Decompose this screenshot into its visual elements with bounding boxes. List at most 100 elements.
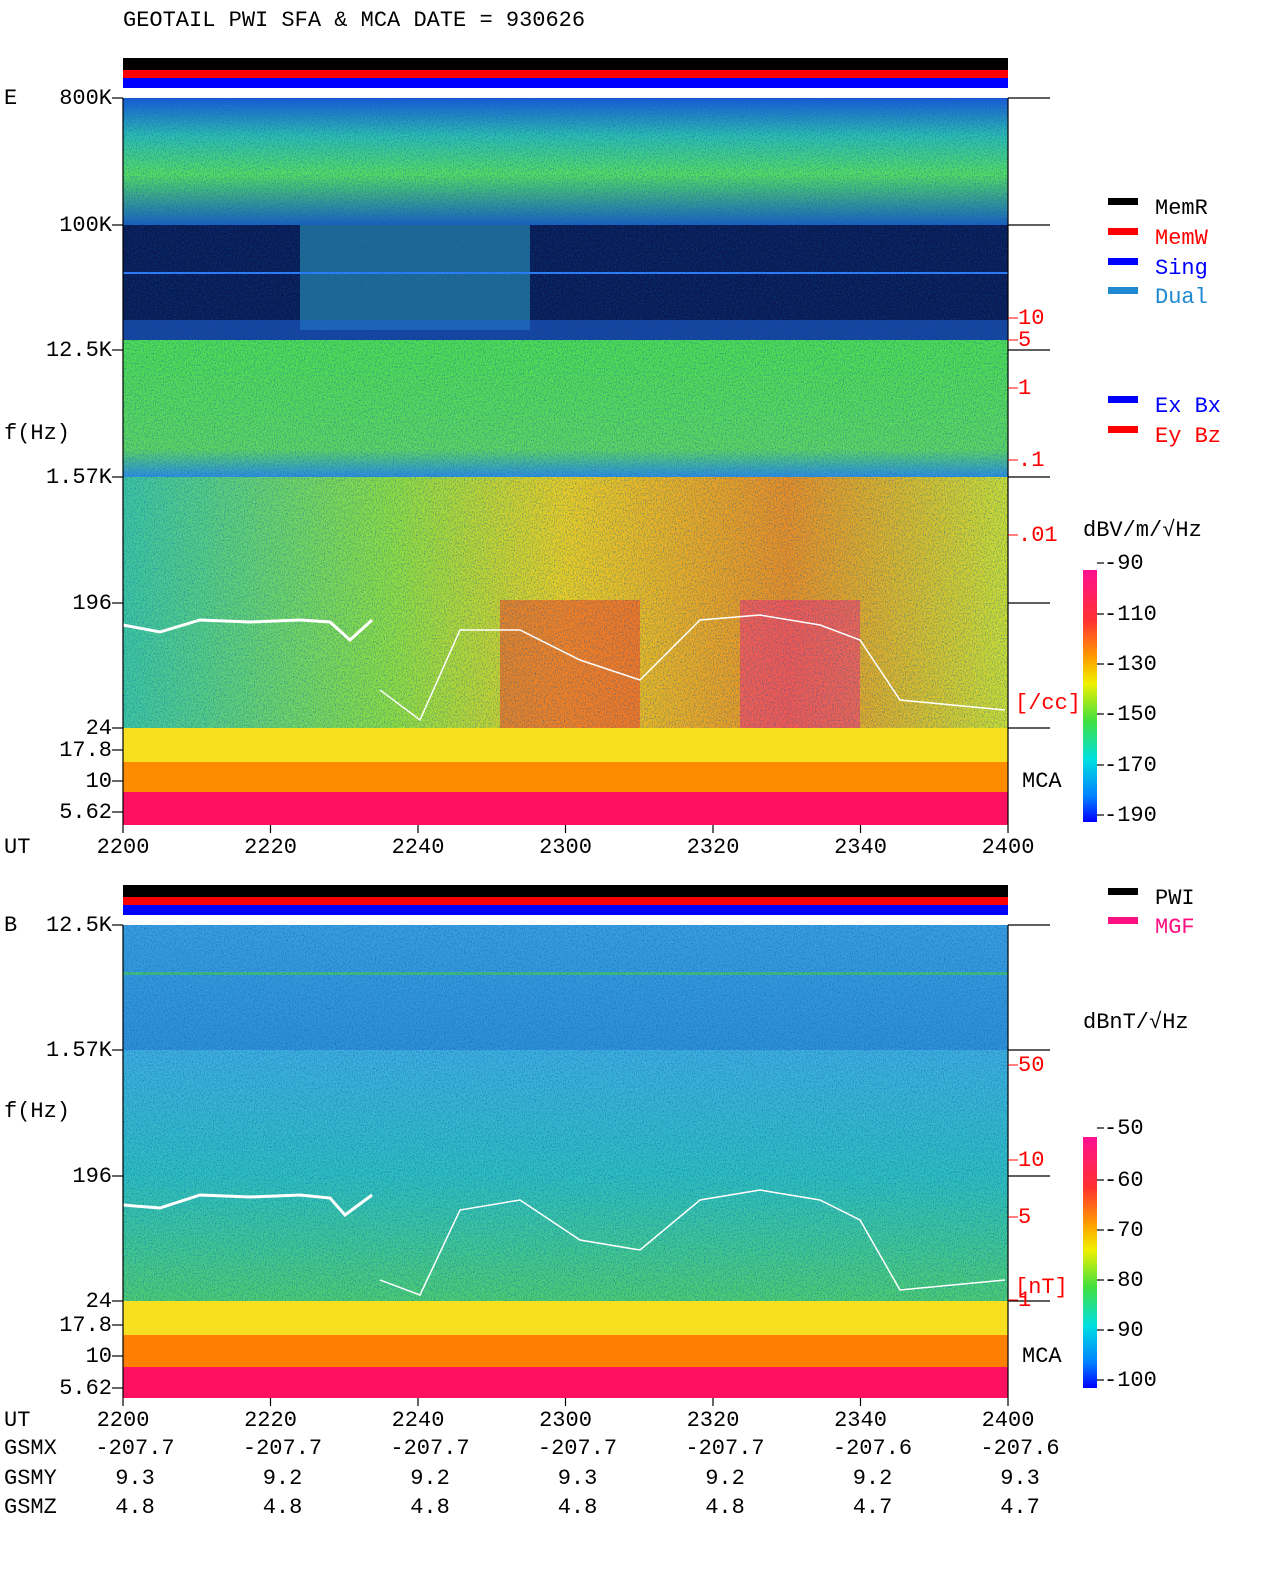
orbit-value: 4.8	[263, 1495, 303, 1520]
orbit-label: GSMX	[4, 1436, 57, 1461]
orbit-label: GSMZ	[4, 1495, 57, 1520]
orbit-value: -207.7	[390, 1436, 469, 1461]
time-tick-label: 2220	[244, 1408, 297, 1433]
time-tick-label: 2320	[687, 1408, 740, 1433]
orbit-label: GSMY	[4, 1466, 57, 1491]
freq-tick-label: 10	[86, 1344, 112, 1369]
time-tick-label: 2400	[982, 1408, 1035, 1433]
colorbar-tick-label: -60	[1104, 1168, 1144, 1193]
legend-label: Sing	[1155, 256, 1208, 281]
colorbar-tick-label: -50	[1104, 1116, 1144, 1141]
density-unit: [/cc]	[1015, 691, 1081, 716]
density-tick-label: 5	[1018, 1205, 1031, 1230]
time-axis-label: UT	[4, 835, 30, 860]
time-tick-label: 2340	[834, 1408, 887, 1433]
density-tick-label: 5	[1018, 328, 1031, 353]
panel-label: B	[4, 913, 17, 938]
y-axis-label: f(Hz)	[4, 421, 70, 446]
orbit-value: -207.7	[243, 1436, 322, 1461]
orbit-value: 9.2	[853, 1466, 893, 1491]
colorbar-tick-label: -70	[1104, 1218, 1144, 1243]
orbit-value: 4.7	[1000, 1495, 1040, 1520]
orbit-value: 4.7	[853, 1495, 893, 1520]
orbit-value: 9.2	[410, 1466, 450, 1491]
legend-swatch	[1108, 228, 1138, 235]
density-tick-label: .01	[1018, 523, 1058, 548]
time-tick-label: 2340	[834, 835, 887, 860]
colorbar-unit: dBV/m/√Hz	[1083, 518, 1202, 543]
plot-layout	[122, 58, 1097, 1398]
freq-tick-label: 24	[86, 1289, 112, 1314]
freq-tick-label: 196	[72, 591, 112, 616]
legend-label: Dual	[1155, 285, 1208, 310]
legend-swatch	[1108, 917, 1138, 924]
freq-tick-label: 196	[72, 1164, 112, 1189]
orbit-value: 9.3	[115, 1466, 155, 1491]
orbit-value: 9.2	[263, 1466, 303, 1491]
orbit-value: 4.8	[115, 1495, 155, 1520]
freq-tick-label: 1.57K	[46, 1038, 113, 1063]
density-tick-label: 10	[1018, 1148, 1044, 1173]
colorbar-tick-label: -110	[1104, 602, 1157, 627]
colorbar-tick-label: -170	[1104, 753, 1157, 778]
legend-swatch	[1108, 426, 1138, 433]
legend-swatch	[1108, 396, 1138, 403]
freq-tick-label: 100K	[59, 213, 113, 238]
orbit-value: -207.7	[95, 1436, 174, 1461]
orbit-value: -207.7	[685, 1436, 764, 1461]
time-tick-label: 2240	[392, 1408, 445, 1433]
mca-label: MCA	[1022, 1344, 1062, 1369]
legend-label: MGF	[1155, 915, 1195, 940]
orbit-value: 4.8	[558, 1495, 598, 1520]
freq-tick-label: 24	[86, 716, 112, 741]
freq-tick-label: 12.5K	[46, 338, 113, 363]
freq-tick-label: 1.57K	[46, 465, 113, 490]
freq-tick-label: 5.62	[59, 800, 112, 825]
orbit-value: 4.8	[705, 1495, 745, 1520]
legend-swatch	[1108, 287, 1138, 294]
colorbar-tick-label: -130	[1104, 652, 1157, 677]
time-tick-label: 2320	[687, 835, 740, 860]
page-title: GEOTAIL PWI SFA & MCA DATE = 930626	[123, 8, 585, 33]
colorbar-tick-label: -90	[1104, 551, 1144, 576]
legend-label: Ey Bz	[1155, 424, 1221, 449]
legend-label: MemR	[1155, 196, 1208, 221]
orbit-value: 9.3	[558, 1466, 598, 1491]
legend-swatch	[1108, 198, 1138, 205]
time-tick-label: 2300	[539, 1408, 592, 1433]
y-axis-label: f(Hz)	[4, 1099, 70, 1124]
freq-tick-label: 17.8	[59, 738, 112, 763]
density-tick-label: 1	[1018, 1288, 1031, 1313]
legend-swatch	[1108, 888, 1138, 895]
time-tick-label: 2200	[97, 1408, 150, 1433]
orbit-value: 9.2	[705, 1466, 745, 1491]
panel-label: E	[4, 86, 17, 111]
colorbar-tick-label: -80	[1104, 1268, 1144, 1293]
density-tick-label: 10	[1018, 306, 1044, 331]
freq-tick-label: 12.5K	[46, 913, 113, 938]
colorbar-tick-label: -150	[1104, 702, 1157, 727]
time-tick-label: 2400	[982, 835, 1035, 860]
colorbar-tick-label: -190	[1104, 803, 1157, 828]
time-tick-label: 2240	[392, 835, 445, 860]
legend-label: PWI	[1155, 886, 1195, 911]
orbit-value: -207.6	[980, 1436, 1059, 1461]
orbit-value: -207.6	[833, 1436, 912, 1461]
time-tick-label: 2200	[97, 835, 150, 860]
legend-swatch	[1108, 258, 1138, 265]
density-tick-label: 50	[1018, 1053, 1044, 1078]
orbit-value: 9.3	[1000, 1466, 1040, 1491]
density-tick-label: .1	[1018, 448, 1044, 473]
colorbar-tick-label: -90	[1104, 1318, 1144, 1343]
freq-tick-label: 800K	[59, 86, 113, 111]
orbit-value: 4.8	[410, 1495, 450, 1520]
freq-tick-label: 5.62	[59, 1376, 112, 1401]
freq-tick-label: 17.8	[59, 1313, 112, 1338]
legend-label: MemW	[1155, 226, 1209, 251]
colorbar-tick-label: -100	[1104, 1368, 1157, 1393]
time-tick-label: 2220	[244, 835, 297, 860]
colorbar-unit: dBnT/√Hz	[1083, 1010, 1189, 1035]
time-tick-label: 2300	[539, 835, 592, 860]
density-tick-label: 1	[1018, 376, 1031, 401]
